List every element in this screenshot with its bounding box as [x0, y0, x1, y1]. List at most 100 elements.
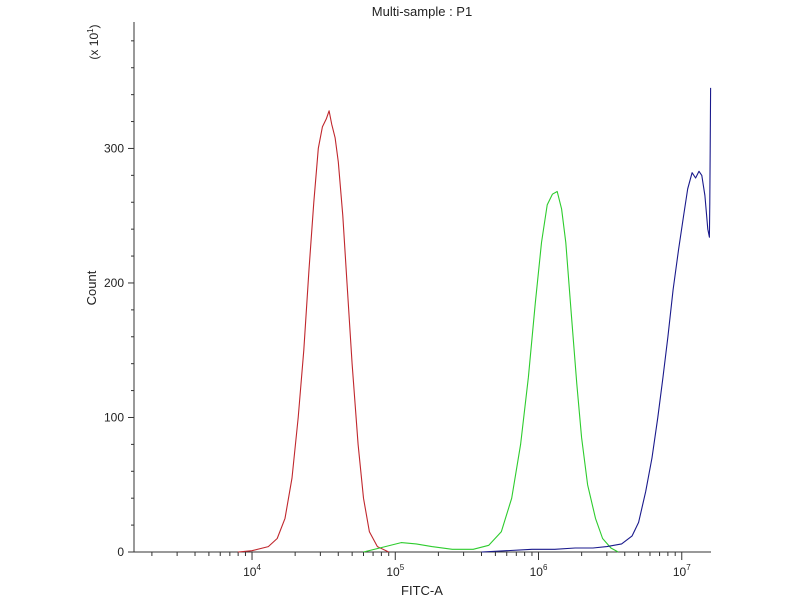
series-3-point: [662, 377, 663, 378]
series-2-point: [602, 538, 603, 539]
y-tick-label: 100: [104, 410, 124, 424]
series-3-point: [704, 195, 705, 196]
series-1-point: [352, 363, 353, 364]
series-3-point: [710, 87, 711, 88]
series-2-point: [571, 316, 572, 317]
series-2-point: [618, 551, 619, 552]
y-tick-label: 300: [104, 141, 124, 155]
series-3-point: [692, 172, 693, 173]
series-2-point: [363, 551, 364, 552]
series-1-point: [335, 137, 336, 138]
series-1-point: [318, 148, 319, 149]
series-2-point: [488, 545, 489, 546]
series-line-1: [238, 110, 389, 553]
series-2-point: [581, 437, 582, 438]
series-3-point: [678, 249, 679, 250]
series-3-point: [621, 543, 622, 544]
series-1-point: [291, 477, 292, 478]
series-2-point: [520, 444, 521, 445]
series-2-point: [610, 547, 611, 548]
series-2-point: [385, 546, 386, 547]
series-2-point: [541, 242, 542, 243]
series-3-point: [687, 188, 688, 189]
y-multiplier-close: ): [87, 24, 101, 28]
x-axis-ticks: 104 105 106 107: [151, 552, 691, 579]
series-2-point: [576, 383, 577, 384]
series-3-point: [606, 546, 607, 547]
series-2-point: [557, 191, 558, 192]
series-3-point: [695, 177, 696, 178]
chart-title: Multi-sample : P1: [372, 4, 472, 19]
series-3-point: [683, 215, 684, 216]
series-1-point: [388, 551, 389, 552]
series-3-point: [701, 175, 702, 176]
series-1-point: [358, 444, 359, 445]
series-1-point: [322, 126, 323, 127]
x-tick-label: 107: [673, 563, 691, 579]
series-2-point: [431, 546, 432, 547]
series-3-point: [709, 202, 710, 203]
series-2-point: [452, 549, 453, 550]
series-3-point: [638, 522, 639, 523]
series-1-point: [331, 124, 332, 125]
series-1-point: [238, 551, 239, 552]
series-2-point: [595, 518, 596, 519]
series-1-point: [369, 531, 370, 532]
series-2-point: [528, 377, 529, 378]
series-2-point: [547, 204, 548, 205]
series-3-point: [651, 457, 652, 458]
series-line-2: [363, 190, 619, 553]
series-3-point: [709, 237, 710, 238]
svg-text:(x 101): (x 101): [86, 24, 101, 59]
series-3-point: [673, 289, 674, 290]
series-2-point: [565, 242, 566, 243]
y-axis-ticks: 0 100 200 300: [104, 40, 134, 559]
series-2-point: [552, 194, 553, 195]
series-3-point: [667, 336, 668, 337]
series-3-point: [575, 547, 576, 548]
series-2-point: [401, 542, 402, 543]
x-axis-label: FITC-A: [401, 583, 443, 598]
series-2-point: [587, 484, 588, 485]
series-3-point: [506, 550, 507, 551]
series-2-point: [561, 208, 562, 209]
series-3-point: [554, 549, 555, 550]
series-1-point: [342, 215, 343, 216]
series-1-point: [308, 269, 309, 270]
series-2-point: [473, 549, 474, 550]
series-3-point: [698, 171, 699, 172]
series-1-point: [338, 161, 339, 162]
y-multiplier-exp: 1: [86, 28, 95, 33]
y-axis-label: Count: [84, 270, 99, 305]
series-1-point: [284, 518, 285, 519]
series-2-point: [416, 543, 417, 544]
series-2-point: [535, 303, 536, 304]
x-tick-label: 104: [243, 563, 261, 579]
series-1-point: [298, 417, 299, 418]
series-3-point: [710, 148, 711, 149]
series-3-point: [707, 229, 708, 230]
series-1-point: [277, 538, 278, 539]
series-2-point: [511, 498, 512, 499]
series-3-point: [481, 551, 482, 552]
series-1-point: [303, 350, 304, 351]
series-2-point: [501, 531, 502, 532]
series-line-3: [481, 87, 712, 553]
series-3-point: [531, 549, 532, 550]
x-tick-label: 105: [386, 563, 404, 579]
series-1-point: [363, 498, 364, 499]
series-layer: [238, 87, 712, 553]
y-tick-label: 200: [104, 276, 124, 290]
x-tick-label: 106: [530, 563, 548, 579]
series-1-point: [313, 202, 314, 203]
y-multiplier-label: (x 101): [86, 24, 101, 59]
series-1-point: [251, 550, 252, 551]
y-multiplier-text: (x 10: [87, 33, 101, 60]
series-3-point: [632, 535, 633, 536]
series-1-point: [326, 118, 327, 119]
series-3-point: [657, 417, 658, 418]
series-3-point: [645, 491, 646, 492]
